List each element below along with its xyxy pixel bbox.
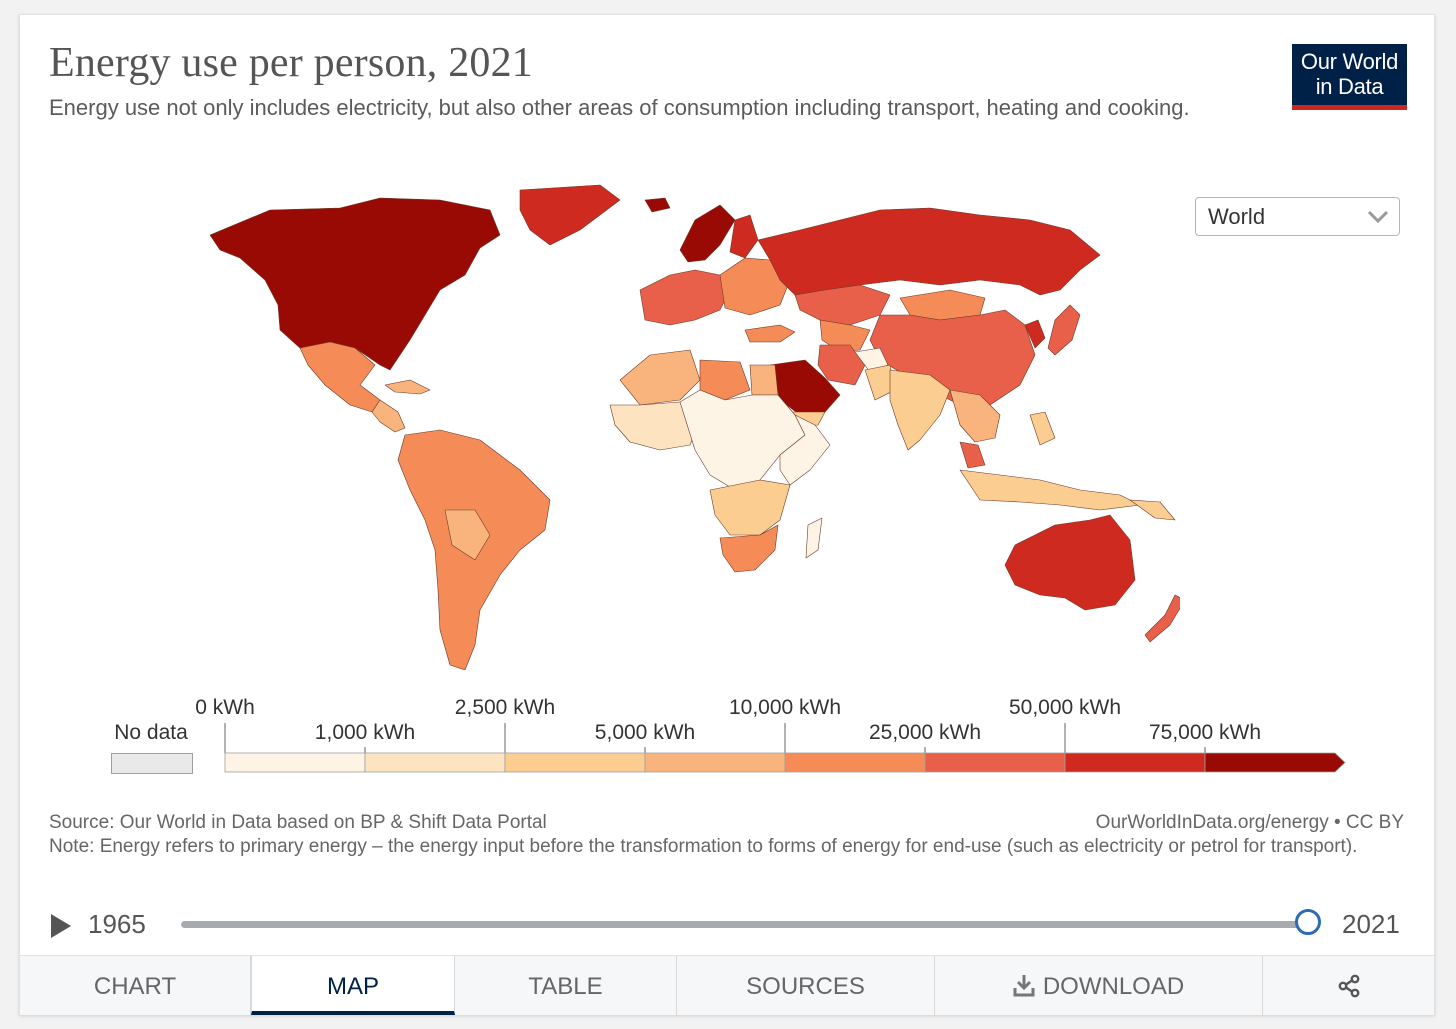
region-libya <box>699 359 751 401</box>
legend-label: 50,000 kWh <box>1008 696 1122 719</box>
owid-logo[interactable]: Our World in Data <box>1292 44 1407 110</box>
region-iran <box>817 344 866 386</box>
region-southeast-asia <box>949 389 1001 443</box>
license-link[interactable]: OurWorldInData.org/energy • CC BY <box>1095 812 1404 833</box>
tab-table[interactable]: TABLE <box>455 956 677 1015</box>
legend-bin <box>504 752 646 773</box>
region-select-value: World <box>1208 204 1266 229</box>
region-japan <box>1047 304 1081 356</box>
region-west-africa <box>609 401 701 451</box>
region-korea <box>1024 319 1046 349</box>
tab-bar: CHART MAP TABLE SOURCES DOWNLOAD <box>20 955 1434 1015</box>
note-text: Note: Energy refers to primary energy – … <box>49 836 1358 857</box>
legend-bin <box>644 752 786 773</box>
chevron-down-icon <box>1367 210 1389 223</box>
timeline: 1965 2021 <box>49 908 1409 948</box>
tab-sources[interactable]: SOURCES <box>677 956 935 1015</box>
legend-bin <box>924 752 1066 773</box>
region-papua-new-guinea <box>1129 499 1176 521</box>
region-central-asia <box>819 319 871 353</box>
tab-map[interactable]: MAP <box>251 956 455 1015</box>
timeline-end-year: 2021 <box>1342 909 1400 939</box>
play-icon[interactable] <box>49 912 73 940</box>
legend-label: 75,000 kWh <box>1148 721 1262 744</box>
source-block: Source: Our World in Data based on BP & … <box>49 811 1404 859</box>
legend-bin <box>784 752 926 773</box>
region-greenland <box>519 184 621 246</box>
region-iceland <box>644 197 671 213</box>
region-southern-africa <box>709 479 791 536</box>
legend-bin <box>364 752 506 773</box>
region-malaysia <box>959 441 986 469</box>
legend-label: 5,000 kWh <box>594 721 696 744</box>
world-map[interactable] <box>80 180 1180 670</box>
region-turkey <box>744 324 796 343</box>
region-north-africa-west <box>619 349 701 406</box>
region-central-america <box>371 399 406 433</box>
legend-bin <box>1064 752 1206 773</box>
region-new-zealand <box>1144 594 1180 643</box>
tab-download-label: DOWNLOAD <box>1042 973 1185 1000</box>
region-philippines <box>1029 411 1056 446</box>
region-western-europe <box>639 269 731 326</box>
legend-bin-last <box>1204 752 1346 773</box>
tab-chart[interactable]: CHART <box>20 956 251 1015</box>
region-egypt <box>749 364 779 396</box>
timeline-start-year: 1965 <box>88 909 146 939</box>
legend-label: 1,000 kWh <box>314 721 416 744</box>
timeline-track[interactable] <box>181 921 1311 928</box>
timeline-handle[interactable] <box>1295 909 1321 935</box>
page-title: Energy use per person, 2021 <box>49 40 534 86</box>
legend-label: 2,500 kWh <box>454 696 556 719</box>
chart-card: Energy use per person, 2021 Energy use n… <box>19 14 1435 1015</box>
source-text: Source: Our World in Data based on BP & … <box>49 812 547 833</box>
legend-label: 25,000 kWh <box>868 721 982 744</box>
legend-label: 10,000 kWh <box>728 696 842 719</box>
region-south-africa <box>719 524 779 573</box>
region-china <box>869 309 1036 406</box>
region-indonesia <box>959 469 1141 511</box>
legend-label: 0 kWh <box>195 696 255 719</box>
tab-download[interactable]: DOWNLOAD <box>935 956 1263 1015</box>
region-russia <box>757 207 1101 296</box>
subtitle: Energy use not only includes electricity… <box>49 95 1190 120</box>
logo-line-1: Our World <box>1300 49 1399 74</box>
region-australia <box>1004 514 1136 611</box>
region-eastern-europe <box>719 257 791 316</box>
region-afghanistan <box>854 347 889 373</box>
region-scandinavia <box>679 204 736 263</box>
share-icon <box>1338 974 1359 998</box>
legend-bin <box>224 752 366 773</box>
region-caribbean <box>384 379 431 395</box>
region-finland <box>729 214 759 259</box>
logo-line-2: in Data <box>1315 74 1384 99</box>
region-india <box>889 369 951 451</box>
region-madagascar <box>805 517 823 559</box>
region-select[interactable]: World <box>1195 197 1400 236</box>
legend-no-data-swatch <box>111 753 193 774</box>
tab-share[interactable] <box>1263 956 1434 1015</box>
region-bolivia-paraguay <box>444 509 491 561</box>
download-icon <box>1013 975 1035 997</box>
region-north-america <box>209 197 501 371</box>
legend-label-no-data: No data <box>114 721 188 744</box>
